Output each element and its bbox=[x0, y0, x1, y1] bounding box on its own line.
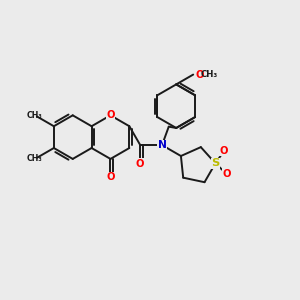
Text: S: S bbox=[211, 158, 220, 168]
Text: O: O bbox=[106, 172, 115, 182]
Text: CH₃: CH₃ bbox=[27, 111, 43, 120]
Text: N: N bbox=[158, 140, 166, 150]
Text: CH₃: CH₃ bbox=[27, 154, 43, 163]
Text: O: O bbox=[136, 159, 145, 169]
Text: O: O bbox=[220, 146, 228, 156]
Text: O: O bbox=[106, 110, 115, 120]
Text: CH₃: CH₃ bbox=[201, 70, 218, 79]
Text: O: O bbox=[195, 70, 204, 80]
Text: O: O bbox=[222, 169, 231, 179]
